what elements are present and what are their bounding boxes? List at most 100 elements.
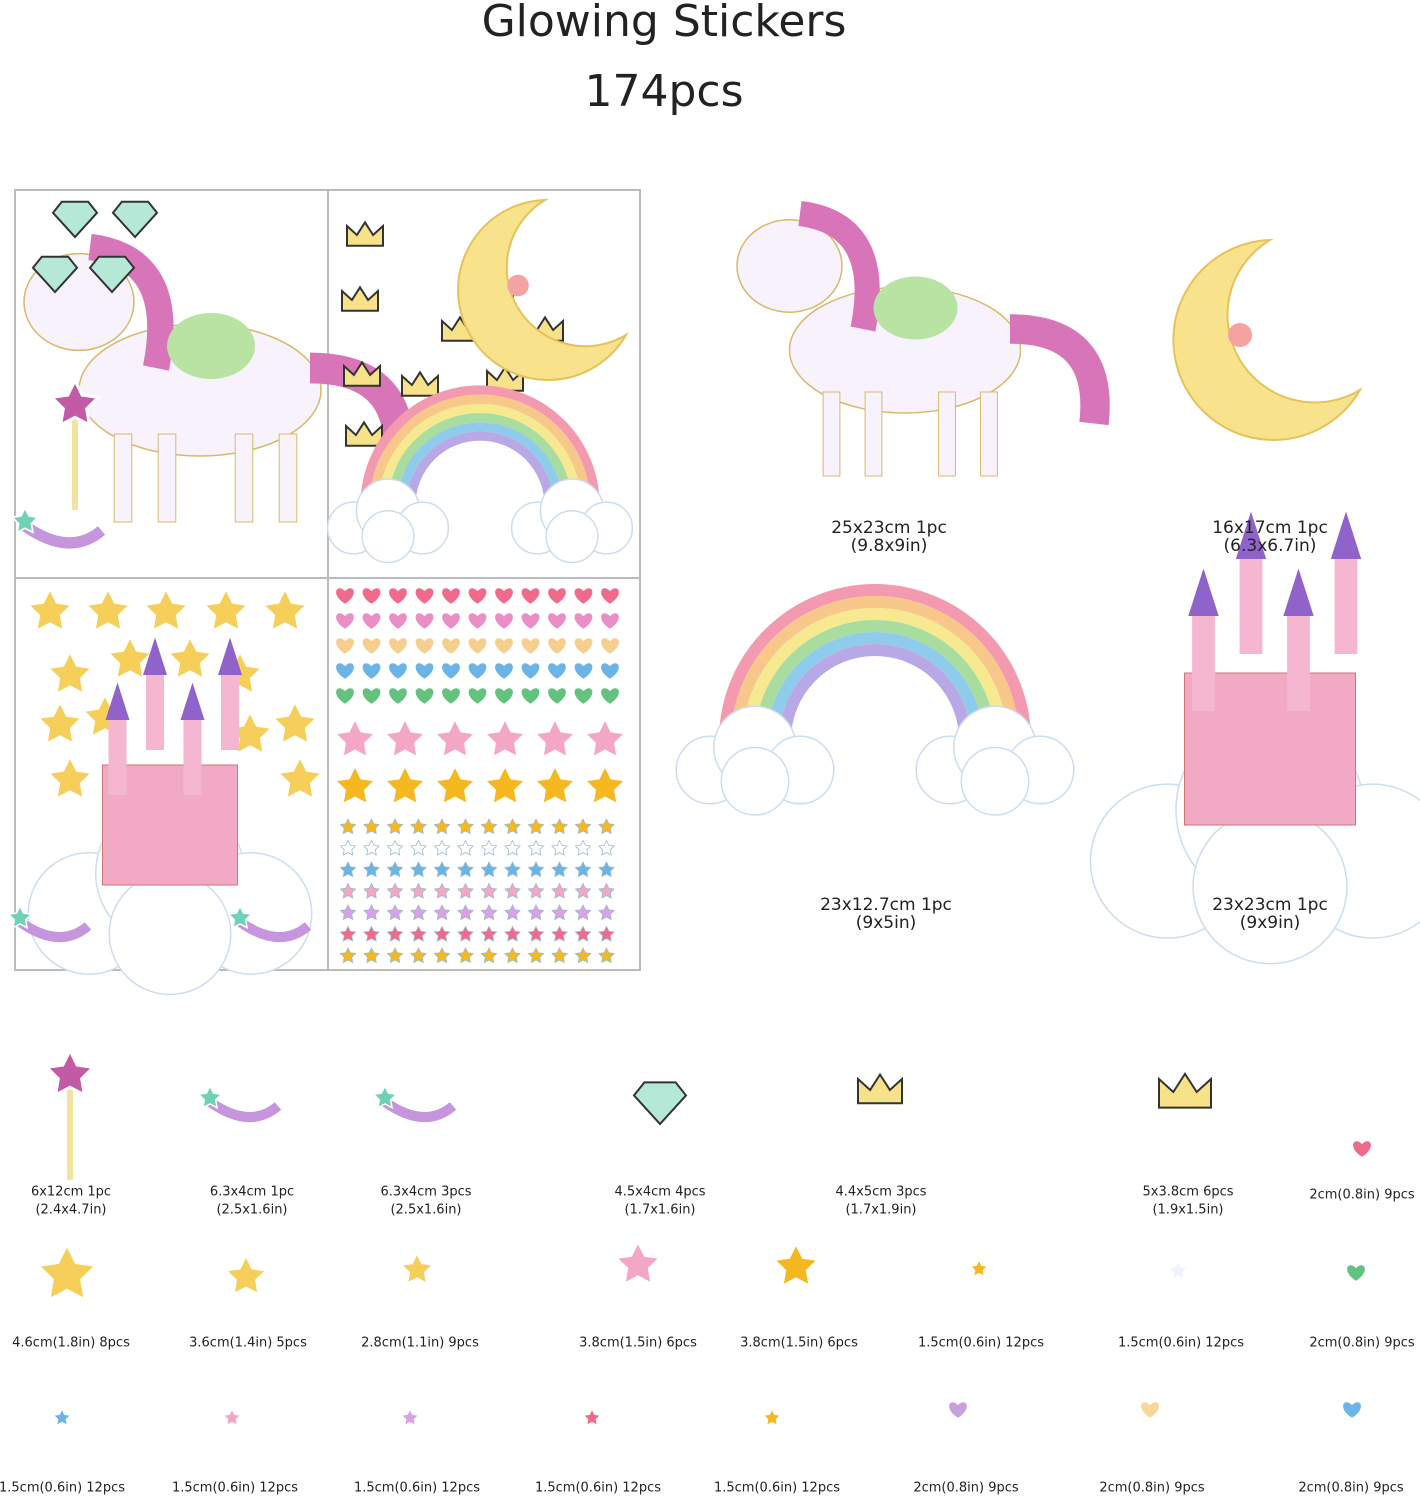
heart [468, 688, 487, 704]
rainbow-band [731, 596, 1019, 741]
star [574, 861, 592, 878]
heart [521, 663, 540, 679]
star [581, 761, 629, 808]
crown [486, 365, 524, 392]
heart [574, 663, 593, 679]
heart [415, 688, 434, 704]
star [363, 839, 380, 856]
moon [457, 198, 629, 381]
crown [343, 360, 381, 387]
cloud [720, 746, 790, 816]
unicorn-leg [864, 391, 883, 477]
heart [548, 688, 566, 704]
star [363, 925, 380, 942]
star [457, 882, 474, 899]
star [574, 925, 592, 942]
heart [415, 613, 434, 629]
comet-tail [382, 1097, 457, 1123]
star [574, 839, 592, 856]
unicorn-leg [980, 391, 998, 477]
diamond [88, 255, 136, 294]
item-inches: (9.8x9in) [851, 536, 928, 556]
heart [362, 638, 381, 654]
comet-tail [21, 521, 106, 549]
star [611, 1237, 665, 1288]
item-size: 5x3.8cm 6pcs [1142, 1185, 1233, 1200]
roof [1330, 511, 1362, 559]
star [433, 882, 451, 899]
heart [1141, 1402, 1159, 1418]
tower [1334, 559, 1358, 654]
item-size: 6.3x4cm 1pc [210, 1185, 294, 1200]
star [598, 947, 615, 964]
star [339, 839, 357, 856]
rainbow-band [388, 413, 572, 506]
star [551, 839, 568, 856]
unicorn-leg [822, 391, 841, 477]
rainbow-band [755, 620, 995, 741]
star [551, 882, 568, 899]
heart [495, 688, 513, 704]
star [527, 904, 545, 921]
star [598, 818, 615, 835]
star [480, 904, 498, 921]
star [551, 904, 568, 921]
star [433, 861, 451, 878]
star [457, 947, 474, 964]
star [431, 714, 479, 761]
tower [1287, 616, 1310, 711]
unicorn-mane [798, 200, 880, 332]
star [339, 818, 357, 835]
tower [1239, 559, 1263, 654]
rainbow-band [719, 584, 1031, 741]
star [363, 904, 380, 921]
star [410, 947, 427, 964]
heart [389, 613, 407, 629]
star [410, 925, 427, 942]
star [33, 697, 87, 748]
crown [401, 370, 439, 397]
star [386, 882, 404, 899]
item-size: 6x12cm 1pc [31, 1185, 111, 1200]
unicorn-leg [278, 433, 298, 523]
item-size: 1.5cm(0.6in) 12pcs [172, 1481, 298, 1496]
heart [415, 588, 434, 604]
item-size: 3.8cm(1.5in) 6pcs [579, 1336, 697, 1351]
star [480, 925, 498, 942]
item-size: 2cm(0.8in) 9pcs [913, 1481, 1019, 1496]
diamond [632, 1081, 688, 1126]
star [527, 947, 545, 964]
item-inches: (9x5in) [856, 913, 916, 933]
star [582, 1407, 602, 1427]
item-inches: (1.7x1.9in) [845, 1203, 916, 1218]
tower [183, 720, 202, 795]
star [598, 882, 615, 899]
roof [1283, 568, 1314, 616]
star [410, 818, 427, 835]
star [398, 1250, 436, 1286]
star [410, 839, 427, 856]
heart [442, 638, 460, 654]
item-size: 4.5x4cm 4pcs [614, 1185, 705, 1200]
star [339, 925, 357, 942]
star [504, 925, 521, 942]
heart [336, 688, 354, 704]
roof [105, 682, 130, 720]
item-size: 4.6cm(1.8in) 8pcs [12, 1336, 130, 1351]
star [386, 904, 404, 921]
star [527, 882, 545, 899]
star [581, 714, 629, 761]
unicorn-tail [1009, 314, 1110, 426]
star [504, 882, 521, 899]
heart [1343, 1402, 1361, 1418]
count: 174pcs [584, 66, 743, 117]
crown [346, 220, 384, 247]
item-size: 2cm(0.8in) 9pcs [1298, 1481, 1404, 1496]
heart [548, 663, 566, 679]
unicorn-leg [938, 391, 956, 477]
star [504, 839, 521, 856]
heart [389, 638, 407, 654]
star [339, 947, 357, 964]
star [339, 861, 357, 878]
unicorn-wing [167, 313, 255, 379]
